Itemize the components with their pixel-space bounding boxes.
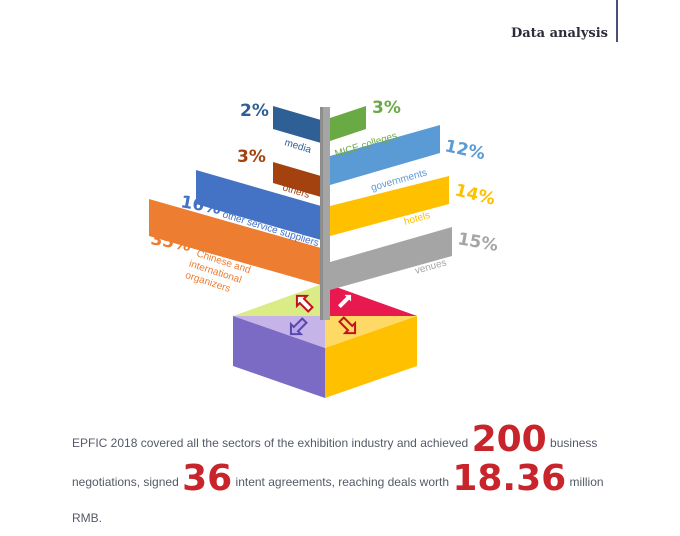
box-left-face: [233, 316, 325, 398]
arrow-down-right-icon: [338, 316, 357, 335]
signpost-chart: 2% 3% 3% 12% 16% 14% 35% 15% media MICE …: [149, 98, 500, 398]
page-title: Data analysis: [510, 26, 608, 41]
summary-part-2: business negotiations, signed: [72, 436, 598, 489]
summary-text: EPFIC 2018 covered all the sectors of th…: [72, 422, 632, 536]
arrow-up-right-icon: [335, 292, 354, 311]
box-top-right-tri: [325, 283, 417, 316]
value-label-mice-colleges: 3%: [372, 98, 401, 118]
box-top-left-tri: [233, 283, 325, 316]
arrow-down-left-icon: [289, 317, 308, 336]
category-label-media: media: [283, 137, 313, 156]
summary-part-3: intent agreements, reaching deals worth: [232, 475, 453, 489]
stat-deals-value: 18.36: [452, 458, 567, 499]
summary-part-4: million RMB.: [72, 475, 604, 525]
arrow-icons: [289, 292, 357, 336]
value-label-venues: 15%: [456, 229, 500, 256]
arrow-up-left-icon: [295, 294, 314, 313]
bar-governments: [330, 125, 440, 185]
value-label-others: 3%: [237, 147, 266, 167]
summary-part-1: EPFIC 2018 covered all the sectors of th…: [72, 436, 472, 450]
stat-negotiations: 200: [471, 419, 547, 460]
value-label-governments: 12%: [443, 136, 487, 164]
signpost-pole: [320, 107, 330, 320]
bar-others: [273, 162, 321, 197]
value-label-hotels: 14%: [453, 180, 497, 209]
bar-chinese-international-organizers: [149, 199, 321, 285]
bar-mice-colleges: [330, 106, 366, 141]
value-label-media: 2%: [240, 101, 269, 121]
header-divider: [616, 0, 618, 42]
bar-hotels: [330, 176, 449, 236]
box-right-face: [325, 316, 417, 398]
stat-agreements: 36: [182, 458, 233, 499]
bar-media: [273, 106, 321, 143]
bar-other-service-suppliers: [196, 170, 321, 240]
bar-venues: [330, 227, 452, 290]
signpost-pole-shadow: [320, 107, 323, 320]
